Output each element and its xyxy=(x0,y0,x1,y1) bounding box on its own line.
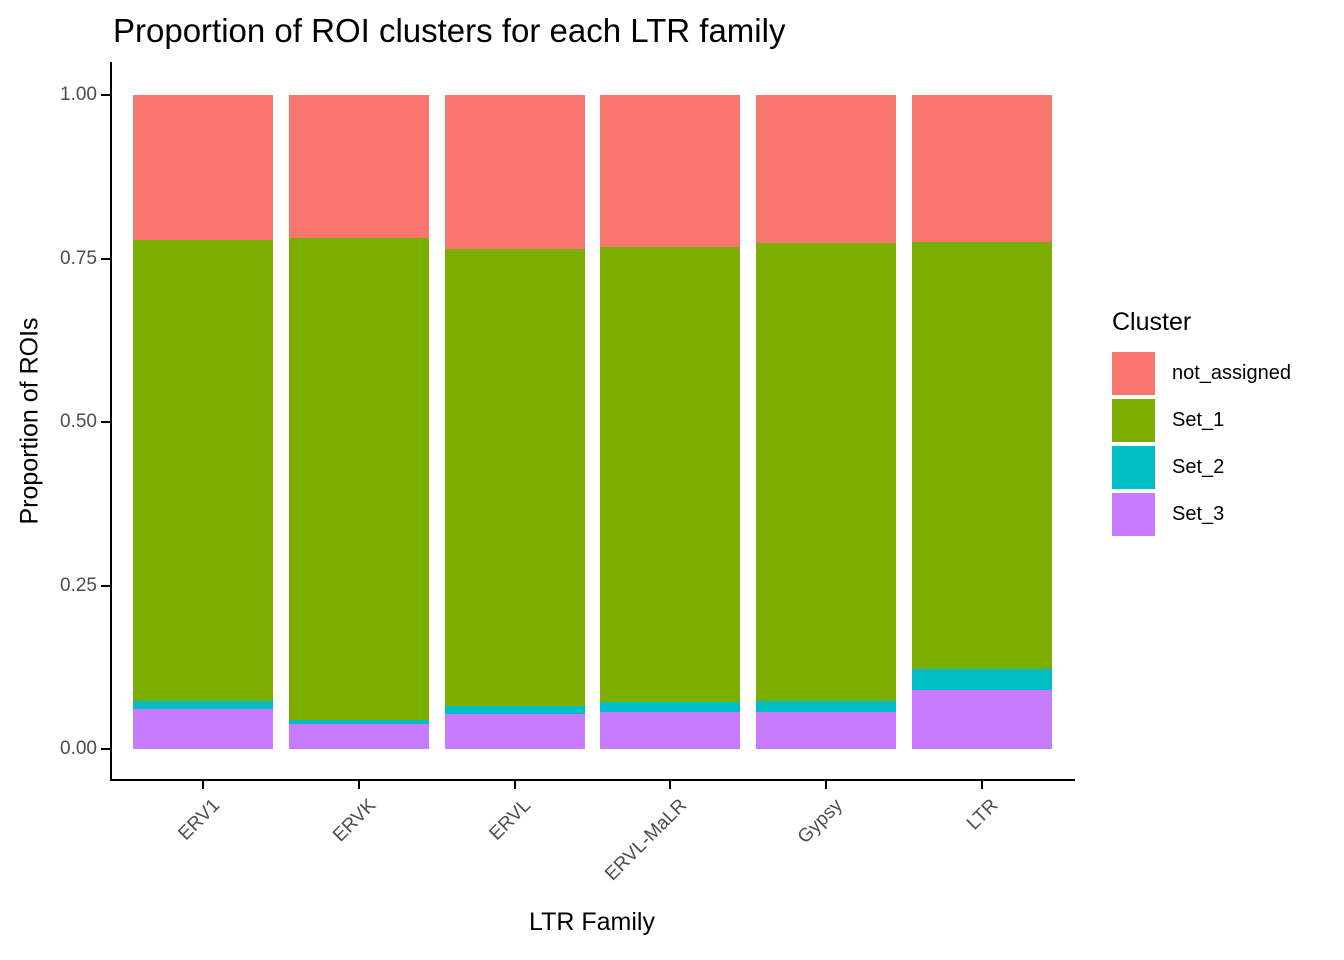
legend-entry-Set_3: Set_3 xyxy=(1112,493,1291,536)
bar-segment-ERVK-Set_1 xyxy=(289,237,430,720)
bar-segment-ERVL-MaLR-Set_1 xyxy=(600,247,741,702)
legend-entry-Set_1: Set_1 xyxy=(1112,399,1291,442)
plot-title: Proportion of ROI clusters for each LTR … xyxy=(113,12,786,49)
bar-segment-Gypsy-Set_1 xyxy=(756,243,896,702)
y-tick-label: 0.75 xyxy=(60,247,97,269)
bar-segment-ERV1-not_assigned xyxy=(133,95,274,241)
bar-segment-Gypsy-Set_3 xyxy=(756,712,896,749)
bar-segment-ERVL-MaLR-not_assigned xyxy=(600,95,741,248)
bar-ERVK xyxy=(289,95,430,749)
x-tick-label: LTR xyxy=(963,795,1003,835)
x-axis-title: LTR Family xyxy=(529,908,655,936)
bar-segment-ERVK-Set_2 xyxy=(289,719,430,725)
legend-label: Set_3 xyxy=(1172,503,1225,525)
bar-segment-ERVL-Set_2 xyxy=(444,705,585,715)
legend-swatch-Set_2 xyxy=(1112,446,1155,489)
x-tick-mark xyxy=(202,781,205,789)
y-tick-mark xyxy=(101,748,110,750)
bar-segment-ERVK-not_assigned xyxy=(289,95,430,238)
bar-segment-ERVL-MaLR-Set_2 xyxy=(600,701,741,712)
bar-segment-LTR-Set_2 xyxy=(911,668,1052,690)
legend-label: not_assigned xyxy=(1172,362,1291,384)
legend-entries: not_assigned Set_1 Set_2 Set_3 xyxy=(1112,352,1291,536)
y-tick-label: 0.00 xyxy=(60,738,97,759)
bar-ERVL-MaLR xyxy=(600,95,741,749)
bar-segment-ERVL-not_assigned xyxy=(444,95,585,250)
y-tick-mark xyxy=(101,257,110,260)
bar-segment-ERVK-Set_3 xyxy=(289,724,430,749)
legend-entry-not_assigned: not_assigned xyxy=(1112,352,1291,395)
bar-segment-LTR-Set_3 xyxy=(911,689,1052,749)
legend: Cluster not_assigned Set_1 Set_2 Set_3 xyxy=(1112,308,1291,536)
bar-Gypsy xyxy=(756,95,896,749)
x-tick-mark xyxy=(980,781,983,789)
x-tick-label: Gypsy xyxy=(793,795,847,848)
legend-title: Cluster xyxy=(1112,308,1192,336)
x-tick-label: ERVL xyxy=(485,795,536,845)
bar-segment-Gypsy-Set_2 xyxy=(756,701,896,713)
legend-swatch-Set_3 xyxy=(1112,493,1155,536)
x-tick-mark xyxy=(358,781,361,789)
legend-swatch-Set_1 xyxy=(1112,399,1155,442)
y-tick-label: 1.00 xyxy=(60,84,97,105)
x-tick-label: ERV1 xyxy=(174,795,225,845)
y-tick-label: 0.25 xyxy=(60,574,97,596)
y-tick-label: 0.50 xyxy=(60,411,97,432)
bar-segment-ERVL-Set_1 xyxy=(444,249,585,706)
legend-swatch-not_assigned xyxy=(1112,352,1155,395)
legend-label: Set_2 xyxy=(1172,456,1225,478)
bar-LTR xyxy=(911,95,1052,749)
bar-segment-ERV1-Set_2 xyxy=(133,701,274,710)
y-tick-mark xyxy=(101,584,110,587)
bar-ERVL xyxy=(444,95,585,749)
x-tick-mark xyxy=(825,781,827,789)
bar-segment-ERV1-Set_3 xyxy=(133,709,274,749)
x-tick-mark xyxy=(513,781,516,789)
legend-label: Set_1 xyxy=(1172,409,1225,431)
bar-ERV1 xyxy=(133,95,274,749)
bar-segment-LTR-not_assigned xyxy=(911,95,1052,242)
x-tick-label: ERVK xyxy=(328,795,380,847)
bar-segment-Gypsy-not_assigned xyxy=(756,95,896,244)
bar-segment-LTR-Set_1 xyxy=(911,241,1052,669)
x-tick-label: ERVL-MaLR xyxy=(601,795,692,886)
y-tick-mark xyxy=(101,421,110,423)
bar-segment-ERV1-Set_1 xyxy=(133,240,274,702)
y-tick-mark xyxy=(101,94,110,96)
plot-panel xyxy=(110,62,1075,781)
legend-entry-Set_2: Set_2 xyxy=(1112,446,1291,489)
bar-segment-ERVL-Set_3 xyxy=(444,714,585,749)
x-tick-mark xyxy=(669,781,672,789)
bar-segment-ERVL-MaLR-Set_3 xyxy=(600,711,741,749)
